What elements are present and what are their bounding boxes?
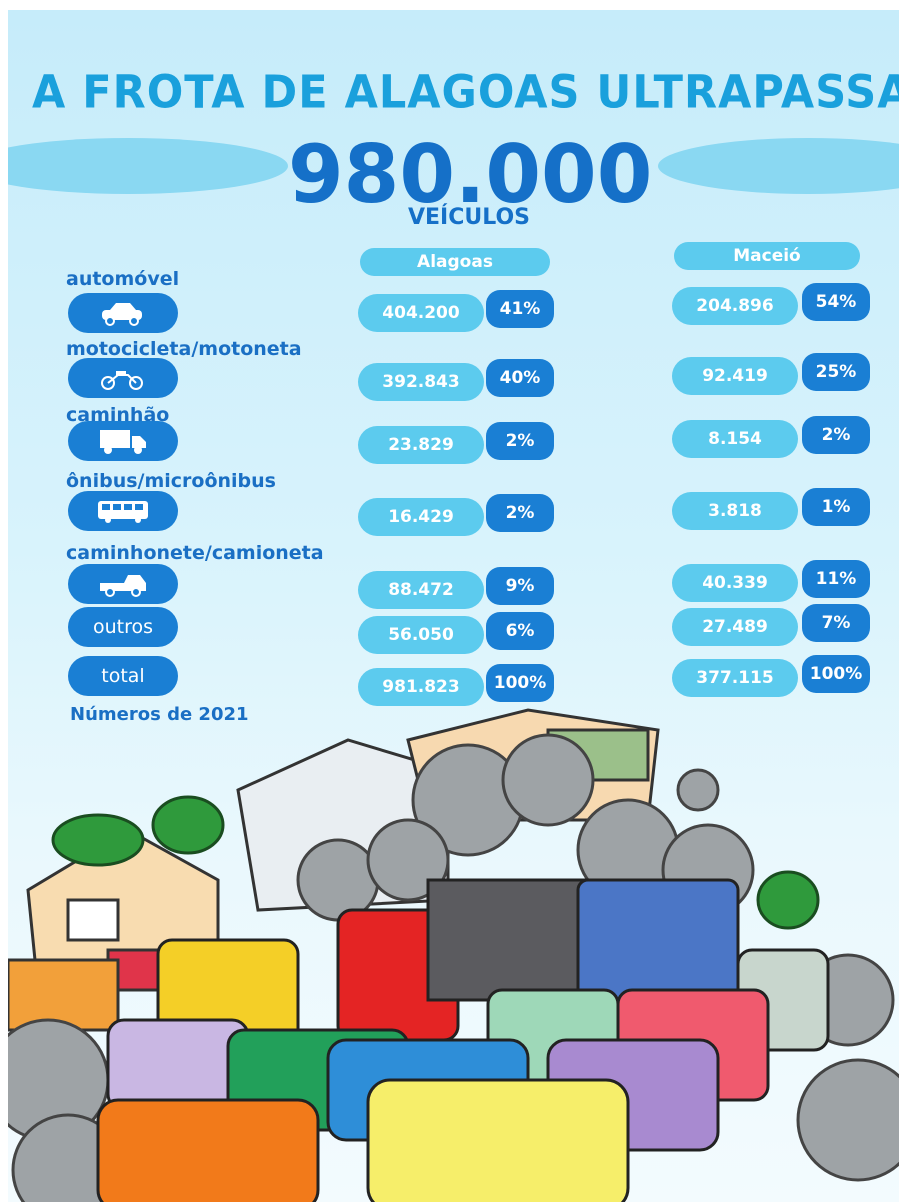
alagoas-percent: 6% [486,612,554,650]
maceio-percent: 2% [802,416,870,454]
maceio-percent: 54% [802,283,870,321]
maceio-value: 40.339 [672,564,798,602]
unit: VEÍCULOS [408,205,531,230]
icon [98,501,148,523]
vehicle-icon [68,491,178,531]
icon [100,430,146,454]
alagoas-value: 56.050 [358,616,484,654]
row-label: caminhão [66,404,170,426]
column-header: Maceió [674,242,860,270]
alagoas-percent: 100% [486,664,554,702]
headline-number: 980.000 [288,128,653,221]
title: A FROTA DE ALAGOAS ULTRAPASSA OS [32,66,899,120]
alagoas-percent: 41% [486,290,554,328]
alagoas-value: 404.200 [358,294,484,332]
decor-band [8,138,288,194]
alagoas-percent: 9% [486,567,554,605]
alagoas-percent: 40% [486,359,554,397]
vehicle-icon [68,421,178,461]
maceio-value: 204.896 [672,287,798,325]
column-header: Alagoas [360,248,550,276]
illustration [8,708,899,1202]
alagoas-value: 16.429 [358,498,484,536]
vehicle-icon [68,358,178,398]
alagoas-value: 88.472 [358,571,484,609]
maceio-value: 377.115 [672,659,798,697]
infographic: A FROTA DE ALAGOAS ULTRAPASSA OS 980.000… [8,10,899,1202]
row-label: total [68,656,178,696]
alagoas-value: 23.829 [358,426,484,464]
maceio-percent: 100% [802,655,870,693]
row-label: motocicleta/motoneta [66,338,302,360]
alagoas-percent: 2% [486,494,554,532]
alagoas-percent: 2% [486,422,554,460]
decor-band [658,138,899,194]
maceio-value: 8.154 [672,420,798,458]
icon [100,575,146,597]
maceio-value: 92.419 [672,357,798,395]
footnote: Números de 2021 [70,704,249,725]
row-label: caminhonete/camioneta [66,542,324,564]
maceio-value: 27.489 [672,608,798,646]
vehicle-icon [68,293,178,333]
row-label: ônibus/microônibus [66,470,276,492]
alagoas-value: 392.843 [358,363,484,401]
vehicle-icon [68,564,178,604]
maceio-percent: 7% [802,604,870,642]
maceio-percent: 1% [802,488,870,526]
alagoas-value: 981.823 [358,668,484,706]
row-label: outros [68,607,178,647]
maceio-percent: 11% [802,560,870,598]
maceio-value: 3.818 [672,492,798,530]
maceio-percent: 25% [802,353,870,391]
row-label: automóvel [66,268,180,290]
icon [102,303,142,326]
icon [101,371,143,390]
